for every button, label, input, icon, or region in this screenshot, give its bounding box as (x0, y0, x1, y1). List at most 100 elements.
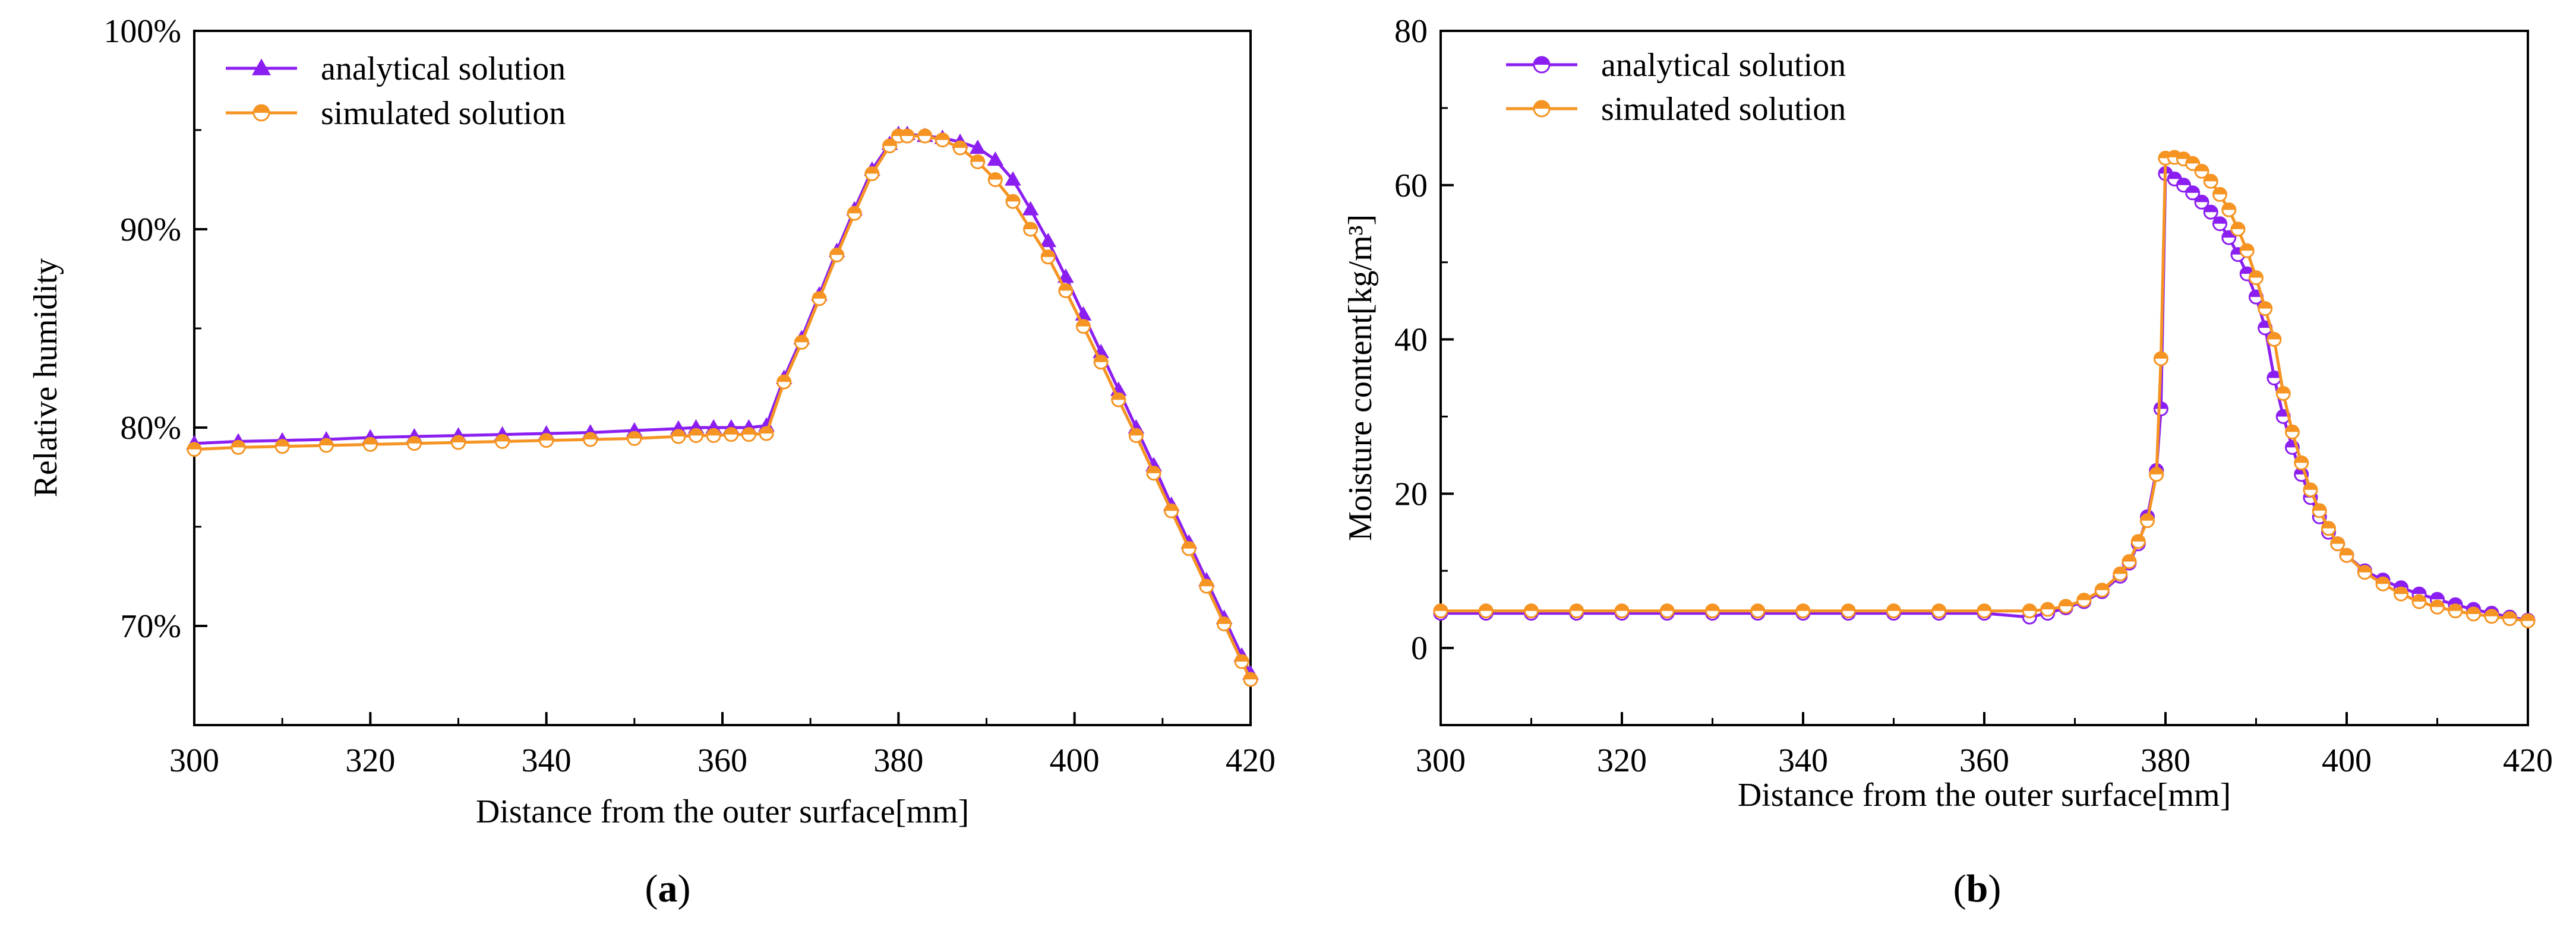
y-tick-label: 40 (1394, 322, 1428, 359)
legend-symbol-simulated (1506, 100, 1577, 118)
data-point-simulated (406, 436, 422, 451)
legend-symbol-simulated (226, 104, 297, 122)
data-point-simulated (318, 438, 334, 453)
legend-symbol-analytical (1506, 56, 1577, 74)
data-point-analytical (1040, 232, 1057, 248)
data-point-simulated (2194, 163, 2209, 179)
legend-label-simulated: simulated solution (321, 95, 566, 132)
data-point-simulated (1977, 603, 1992, 619)
y-tick-label: 100% (103, 13, 181, 50)
data-point-simulated (1128, 428, 1144, 443)
x-tick-label: 360 (697, 742, 747, 779)
data-point-simulated (2339, 548, 2354, 563)
data-point-simulated (829, 247, 845, 262)
data-point-simulated (2330, 536, 2345, 552)
data-point-analytical (2266, 371, 2282, 385)
data-point-analytical (969, 139, 986, 154)
data-point-simulated (2113, 566, 2128, 581)
y-axis-title: Moisture content[kg/m³] (1342, 214, 1379, 541)
axis-ticks: 300 320 340 360 380 400 420 70% 80% 90% 100% (103, 13, 1276, 779)
legend-marker (252, 104, 270, 122)
x-tick-label: 320 (1597, 742, 1647, 779)
chart-panel-a: 300 320 340 360 380 400 420 70% 80% 90% 100% Dista… (27, 13, 1276, 910)
data-point-simulated (2484, 609, 2499, 624)
data-point-simulated (1614, 603, 1630, 619)
data-point-simulated (935, 132, 950, 148)
data-point-simulated (539, 433, 554, 448)
y-tick-label: 0 (1411, 630, 1428, 667)
x-tick-label: 320 (345, 742, 395, 779)
data-point-simulated (2239, 243, 2255, 258)
data-point-simulated (864, 166, 880, 181)
data-point-simulated (2203, 173, 2218, 189)
data-point-simulated (2249, 270, 2264, 286)
data-point-simulated (451, 435, 466, 450)
data-point-simulated (987, 172, 1003, 187)
data-point-analytical (1057, 268, 1074, 283)
data-point-analytical (2212, 216, 2227, 232)
y-tick-label: 20 (1394, 476, 1428, 512)
data-point-simulated (2022, 603, 2037, 619)
data-point-simulated (2502, 611, 2517, 627)
data-point-simulated (759, 426, 774, 441)
data-point-simulated (741, 427, 756, 442)
panel-label-a: (a) (645, 867, 691, 910)
data-point-simulated (2430, 599, 2445, 615)
axis-ticks: 300 320 340 360 380 400 420 0 20 40 60 80 (1394, 13, 2553, 779)
data-point-simulated (362, 436, 378, 452)
x-tick-label: 420 (1226, 742, 1276, 779)
data-point-simulated (2275, 385, 2291, 401)
data-point-simulated (2040, 602, 2056, 617)
y-tick-label: 70% (120, 608, 181, 645)
data-point-analytical (2153, 401, 2168, 416)
data-point-simulated (706, 428, 721, 443)
data-point-analytical (987, 151, 1004, 166)
data-point-simulated (1750, 603, 1766, 619)
data-point-simulated (2130, 534, 2146, 549)
panel-label-letter: b (1966, 867, 1988, 910)
data-point-simulated (495, 434, 510, 449)
y-tick-label: 80% (120, 410, 181, 447)
data-point-simulated (274, 439, 290, 454)
data-point-simulated (2448, 603, 2463, 619)
data-point-simulated (2312, 503, 2327, 518)
chart-panel-b: 300 320 340 360 380 400 420 0 20 40 60 80 Distance … (1342, 13, 2553, 910)
data-point-simulated (2140, 513, 2155, 529)
data-point-simulated (2357, 565, 2372, 580)
data-point-simulated (1023, 222, 1038, 237)
series-marks (186, 125, 1259, 687)
data-point-simulated (1931, 603, 1947, 619)
data-point-simulated (2212, 186, 2227, 202)
x-tick-label: 400 (1050, 742, 1100, 779)
data-point-simulated (2221, 202, 2237, 217)
data-point-simulated (882, 138, 898, 154)
x-tick-label: 340 (522, 742, 572, 779)
panel-label-b: (b) (1953, 867, 2002, 910)
data-point-simulated (1795, 603, 1811, 619)
legend-label-analytical: analytical solution (321, 50, 566, 87)
data-point-simulated (627, 431, 642, 446)
data-point-simulated (231, 439, 246, 455)
data-point-simulated (1569, 603, 1584, 619)
data-point-simulated (847, 205, 862, 221)
series-line-analytical (194, 132, 1252, 675)
panel-label-close: ) (678, 867, 691, 910)
data-point-analytical (2194, 194, 2209, 210)
data-point-simulated (812, 291, 827, 306)
data-point-simulated (1705, 603, 1720, 619)
data-point-simulated (1075, 319, 1091, 334)
data-point-simulated (917, 128, 933, 144)
data-point-analytical (1022, 201, 1039, 216)
data-point-simulated (2058, 599, 2073, 614)
data-point-simulated (1181, 541, 1197, 556)
legend-marker (1533, 100, 1551, 118)
legend-marker (1533, 56, 1551, 74)
legend-symbol-analytical (226, 58, 297, 75)
y-tick-label: 90% (120, 211, 181, 248)
x-tick-label: 400 (2322, 742, 2372, 779)
plot-area-frame (193, 30, 1252, 726)
data-point-simulated (583, 432, 598, 447)
data-point-analytical (2203, 204, 2218, 220)
data-point-simulated (724, 427, 739, 442)
